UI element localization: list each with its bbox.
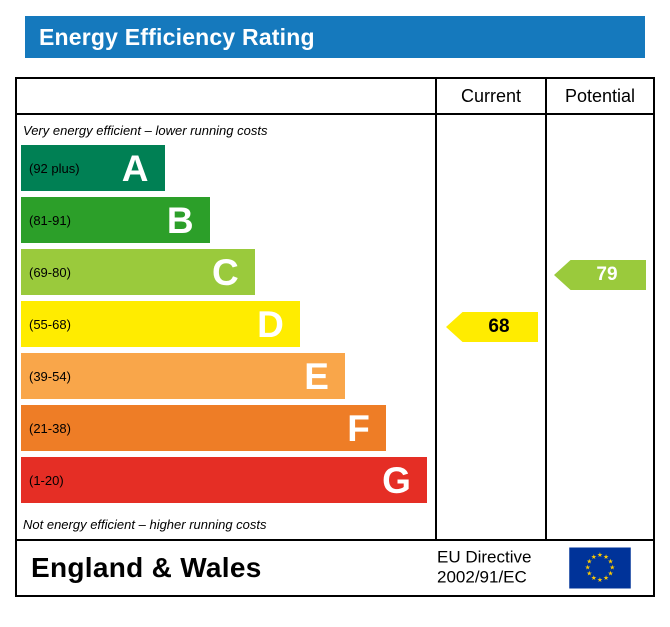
current-value: 68 xyxy=(488,316,510,337)
eu-directive-text: EU Directive 2002/91/EC xyxy=(437,548,531,589)
band-letter: C xyxy=(211,251,239,293)
eu-directive-line1: EU Directive xyxy=(437,547,532,567)
current-column-header: Current xyxy=(435,79,545,115)
current-column: 68 xyxy=(435,115,545,539)
svg-text:★: ★ xyxy=(597,576,603,584)
svg-text:★: ★ xyxy=(591,553,597,561)
band-range: (1-20) xyxy=(29,472,64,488)
svg-text:★: ★ xyxy=(608,557,614,565)
svg-text:★: ★ xyxy=(597,551,603,559)
band-bar-b: (81-91) B xyxy=(21,197,210,243)
band-letter: B xyxy=(166,199,194,241)
band-range: (81-91) xyxy=(29,212,71,228)
band-bar-g: (1-20) G xyxy=(21,457,427,503)
band-letter: E xyxy=(304,355,329,397)
eu-flag-icon: ★ ★ ★ ★ ★ ★ ★ ★ ★ ★ ★ ★ xyxy=(569,547,631,589)
current-arrow: 68 xyxy=(446,312,538,342)
top-note: Very energy efficient – lower running co… xyxy=(23,122,268,138)
band-row-g: (1-20) G xyxy=(21,457,431,509)
band-bar-a: (92 plus) A xyxy=(21,145,165,191)
svg-text:★: ★ xyxy=(586,557,592,565)
svg-text:★: ★ xyxy=(585,564,591,572)
page-title: Energy Efficiency Rating xyxy=(39,24,315,50)
svg-text:★: ★ xyxy=(591,574,597,582)
title-bar: Energy Efficiency Rating xyxy=(25,16,645,58)
band-letter: G xyxy=(382,459,411,501)
band-range: (69-80) xyxy=(29,264,71,280)
svg-text:★: ★ xyxy=(603,553,609,561)
potential-value: 79 xyxy=(596,264,618,285)
svg-text:★: ★ xyxy=(609,564,615,572)
band-bar-c: (69-80) C xyxy=(21,249,255,295)
region-label: England & Wales xyxy=(31,552,262,583)
svg-text:★: ★ xyxy=(586,570,592,578)
band-row-b: (81-91) B xyxy=(21,197,431,249)
eu-directive-line2: 2002/91/EC xyxy=(437,568,527,587)
band-bar-f: (21-38) F xyxy=(21,405,386,451)
band-row-c: (69-80) C xyxy=(21,249,431,301)
potential-arrow: 79 xyxy=(554,260,646,290)
band-bar-e: (39-54) E xyxy=(21,353,345,399)
band-row-d: (55-68) D xyxy=(21,301,431,353)
rating-table: Current Potential Very energy efficient … xyxy=(15,77,655,541)
band-row-f: (21-38) F xyxy=(21,405,431,457)
band-row-a: (92 plus) A xyxy=(21,145,431,197)
footer-bar: England & Wales EU Directive 2002/91/EC … xyxy=(15,539,655,597)
band-range: (55-68) xyxy=(29,316,71,332)
band-row-e: (39-54) E xyxy=(21,353,431,405)
bottom-note: Not energy efficient – higher running co… xyxy=(23,516,267,532)
band-letter: A xyxy=(121,147,149,189)
band-range: (21-38) xyxy=(29,420,71,436)
band-letter: D xyxy=(257,303,284,345)
bands-chart: Very energy efficient – lower running co… xyxy=(17,115,435,539)
band-bar-d: (55-68) D xyxy=(21,301,300,347)
potential-column: 79 xyxy=(545,115,653,539)
svg-text:★: ★ xyxy=(603,574,609,582)
band-range: (92 plus) xyxy=(29,160,80,176)
potential-column-header: Potential xyxy=(545,79,653,115)
svg-text:★: ★ xyxy=(608,570,614,578)
corner-cell xyxy=(17,79,435,115)
band-letter: F xyxy=(347,407,370,449)
band-range: (39-54) xyxy=(29,368,71,384)
